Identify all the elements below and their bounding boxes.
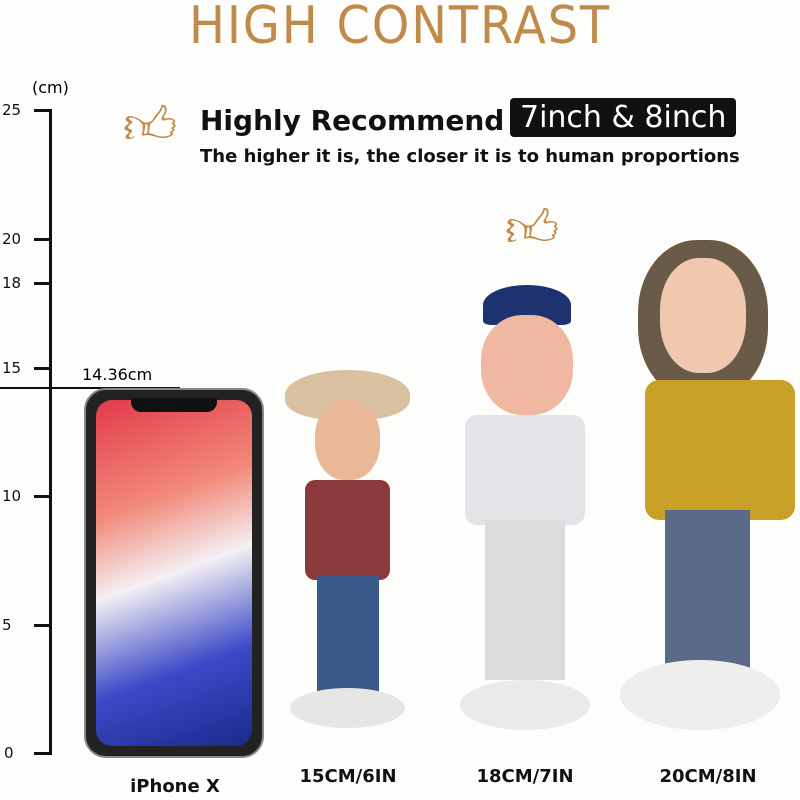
tick — [34, 367, 52, 370]
thumbs-up-icon: 👍︎ — [122, 96, 178, 156]
size-badge: 7inch & 8inch — [510, 98, 737, 137]
tick-label: 15 — [2, 359, 22, 377]
tick-label: 18 — [2, 274, 22, 292]
tick — [34, 238, 52, 241]
tick — [34, 109, 52, 112]
tick — [34, 495, 52, 498]
unit-label: (cm) — [32, 78, 69, 97]
tick-label: 5 — [2, 616, 12, 634]
tick-label: 0 — [4, 744, 14, 762]
baseball-figurine-image — [455, 285, 595, 735]
iphone-x-image — [84, 388, 264, 758]
page-title: HIGH CONTRAST — [189, 0, 611, 56]
item-label: 20CM/8IN — [659, 766, 757, 787]
tick-label: 10 — [2, 487, 22, 505]
ruler-axis — [49, 109, 52, 755]
thumbs-up-icon: 👍︎ — [504, 199, 560, 259]
cowboy-figurine-image — [285, 370, 410, 730]
phone-height-line — [0, 387, 180, 389]
tick-label: 25 — [2, 101, 22, 119]
tick-label: 20 — [2, 230, 22, 248]
item-label: 15CM/6IN — [299, 766, 397, 787]
item-label: iPhone X — [130, 776, 220, 797]
item-label: 18CM/7IN — [476, 766, 574, 787]
tick — [34, 752, 52, 755]
headline: Highly Recommend — [200, 104, 505, 137]
woman-figurine-image — [620, 240, 800, 735]
phone-height-label: 14.36cm — [82, 365, 153, 384]
tick — [34, 282, 52, 285]
subtitle: The higher it is, the closer it is to hu… — [200, 146, 740, 167]
tick — [34, 624, 52, 627]
